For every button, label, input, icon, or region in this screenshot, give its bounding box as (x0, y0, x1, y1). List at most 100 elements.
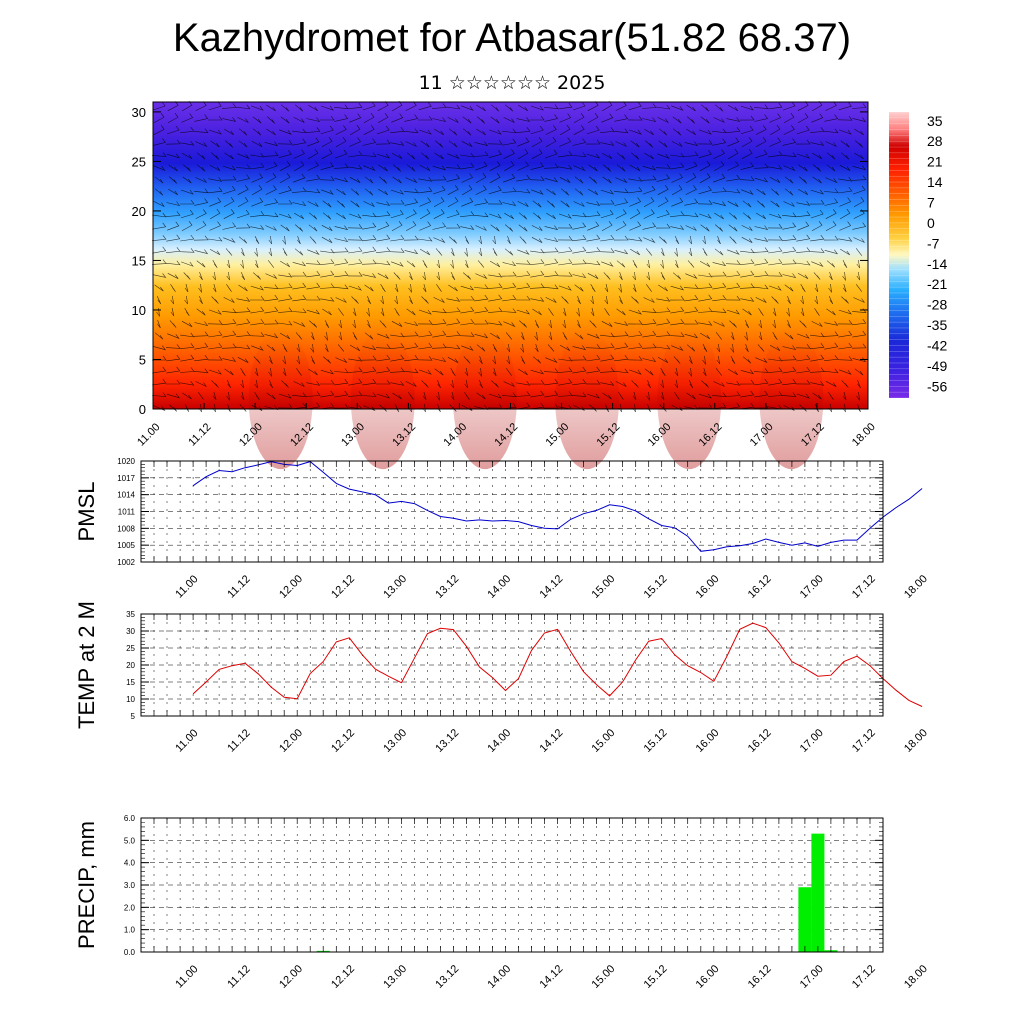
chart-title: Kazhydromet for Atbasar(51.82 68.37) (172, 16, 852, 60)
x-tick-label: 13.12 (433, 727, 461, 755)
y-tick-label: 1014 (117, 491, 135, 500)
x-tick-label: 12.12 (329, 963, 357, 991)
y-tick-label: 1011 (118, 508, 136, 517)
y-tick-label: 25 (132, 154, 146, 169)
y-tick-label: 20 (132, 204, 146, 219)
y-tick-label: 20 (126, 661, 135, 670)
warm-core (759, 329, 824, 470)
x-tick-label: 13.00 (381, 963, 409, 991)
x-tick-label: 11.12 (186, 421, 213, 448)
x-tick-label: 13.00 (381, 727, 409, 755)
x-tick-label: 12.12 (329, 573, 357, 601)
x-tick-label: 13.12 (433, 573, 461, 601)
y-minor-ticks (141, 817, 883, 953)
series-line (192, 622, 923, 707)
y-tick-label: 5 (139, 352, 146, 367)
series-line (192, 461, 923, 552)
pmsl-panel: 1020 1017 1014 1011 1008 1005 1002 11.00 11.12 12… (74, 457, 930, 601)
x-tick-label: 12.00 (277, 963, 305, 991)
y-tick-label: 1020 (117, 457, 135, 466)
colorbar-label: -14 (927, 256, 947, 272)
y-axis-title: PRECIP, mm (74, 821, 99, 949)
x-ticks (140, 818, 884, 952)
x-tick-label: 16.00 (694, 573, 722, 601)
x-tick-label: 16.12 (746, 727, 774, 755)
y-tick-label: 4.0 (124, 859, 136, 868)
warm-core (657, 329, 722, 470)
x-tick-label: 11.12 (225, 573, 252, 600)
colorbar-label: -35 (927, 317, 947, 333)
x-tick-label: 11.00 (173, 573, 200, 600)
x-tick-label: 18.00 (902, 963, 930, 991)
chart-subtitle: 11 ☆☆☆☆☆☆ 2025 (418, 72, 606, 94)
x-tick-label: 12.00 (277, 573, 305, 601)
y-tick-label: 0 (139, 402, 146, 417)
x-tick-label: 18.00 (902, 573, 930, 601)
x-tick-label: 11.00 (173, 727, 200, 754)
y-tick-label: 2.0 (124, 903, 136, 912)
warm-core (248, 329, 313, 470)
x-tick-label: 17.00 (798, 727, 826, 755)
x-tick-label: 16.00 (694, 963, 722, 991)
x-tick-label: 15.12 (642, 573, 670, 601)
precip-bar (798, 887, 812, 952)
y-tick-label: 15 (132, 253, 146, 268)
y-tick-label: 10 (126, 695, 135, 704)
precip-bar (811, 833, 825, 952)
y-tick-label: 0.0 (124, 948, 136, 957)
x-tick-label: 15.12 (642, 727, 670, 755)
colorbar-label: 7 (927, 194, 935, 210)
y-tick-label: 25 (126, 644, 135, 653)
cross-section-y-axis: 0 5 10 15 20 25 30 (132, 105, 868, 417)
colorbar-label: 28 (927, 133, 943, 149)
x-tick-label: 14.00 (485, 573, 513, 601)
x-tick-label: 18.00 (902, 727, 930, 755)
warm-core (555, 329, 620, 470)
x-tick-label: 15.12 (642, 963, 670, 991)
y-tick-label: 30 (126, 627, 135, 636)
x-tick-label: 17.00 (798, 963, 826, 991)
y-tick-label: 1017 (117, 474, 135, 483)
x-tick-label: 14.12 (537, 963, 565, 991)
x-tick-label: 16.12 (746, 573, 774, 601)
x-tick-label: 17.12 (850, 727, 878, 755)
y-minor-ticks (141, 613, 883, 717)
y-axis-title: PMSL (74, 482, 99, 542)
y-tick-label: 5 (131, 712, 136, 721)
colorbar-label: 35 (927, 113, 943, 129)
x-tick-label: 15.00 (590, 573, 618, 601)
temp-panel: 35 30 25 20 15 10 5 11.00 11.12 12.00 12.12 13.00 13… (74, 601, 930, 755)
y-tick-label: 15 (126, 678, 135, 687)
y-tick-label: 3.0 (124, 881, 136, 890)
colorbar-label: -21 (927, 276, 947, 292)
y-tick-label: 1008 (117, 524, 135, 533)
colorbar-label: -56 (927, 378, 947, 394)
colorbar-label: -49 (927, 358, 947, 374)
x-ticks (140, 614, 884, 716)
x-tick-label: 11.12 (225, 727, 252, 754)
colorbar-label: 0 (927, 215, 935, 231)
colorbar-label: 14 (927, 174, 943, 190)
y-minor-ticks (141, 460, 883, 563)
colorbar-label: 21 (927, 154, 943, 170)
x-tick-label: 12.12 (329, 727, 357, 755)
x-tick-label: 17.12 (850, 963, 878, 991)
y-tick-label: 35 (126, 610, 135, 619)
y-tick-label: 6.0 (124, 814, 136, 823)
x-tick-label: 16.00 (694, 727, 722, 755)
x-tick-label: 16.12 (746, 963, 774, 991)
x-tick-label: 14.12 (537, 727, 565, 755)
x-tick-label: 11.00 (135, 421, 162, 448)
colorbar-label: -7 (927, 235, 940, 251)
x-ticks (140, 461, 884, 562)
x-tick-label: 14.00 (485, 963, 513, 991)
precip-panel: 6.0 5.0 4.0 3.0 2.0 1.0 0.0 11.00 11.12 12.00 12.1… (74, 814, 930, 991)
x-tick-label: 14.00 (485, 727, 513, 755)
y-tick-label: 1.0 (124, 926, 136, 935)
x-tick-label: 11.00 (173, 963, 200, 990)
x-tick-label: 17.00 (798, 573, 826, 601)
colorbar-scale (889, 112, 909, 398)
x-tick-label: 17.12 (850, 573, 878, 601)
